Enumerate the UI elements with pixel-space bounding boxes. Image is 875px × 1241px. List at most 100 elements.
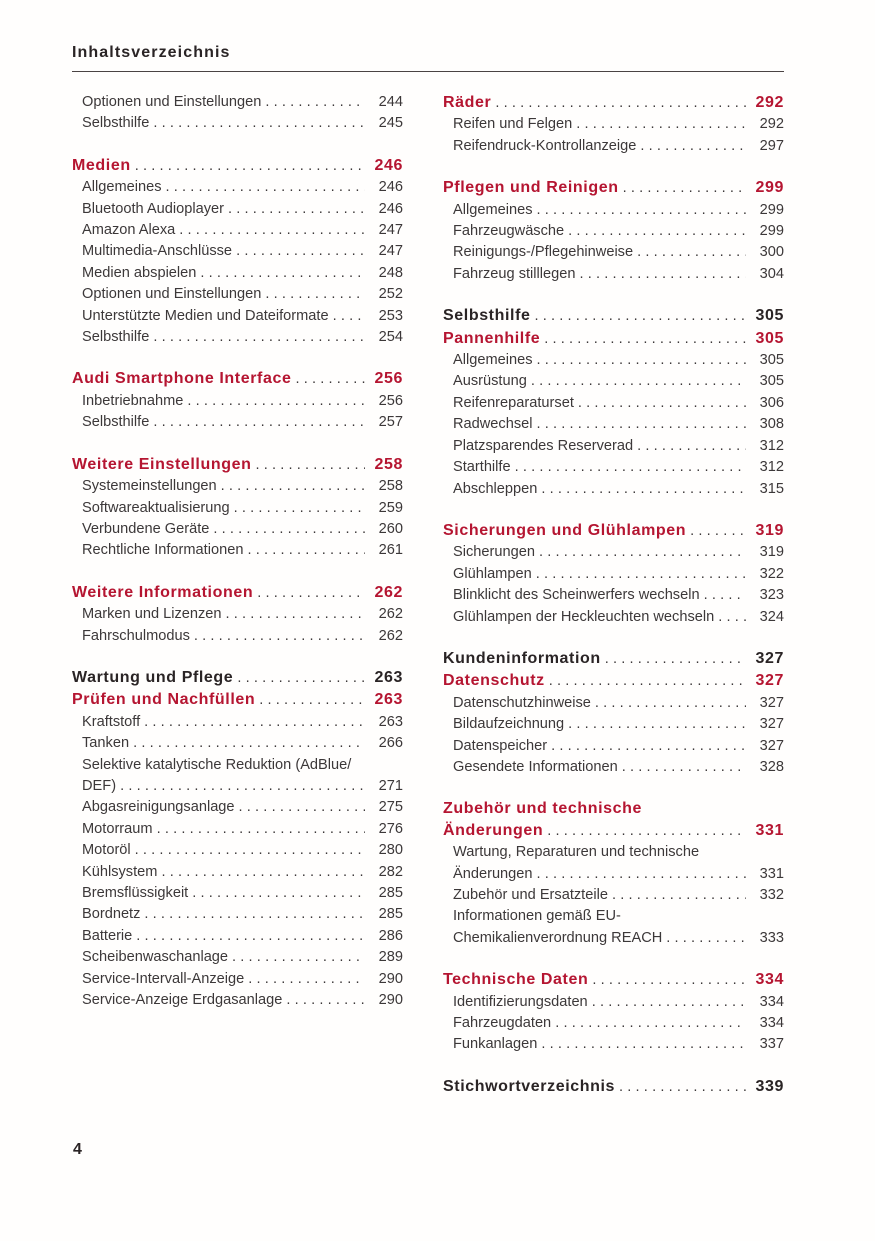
toc-entry: Datenspeicher...........................… [443,736,784,757]
toc-entry: Multimedia-Anschlüsse...................… [72,241,403,262]
page-number: 331 [759,865,784,882]
dot-leader: ........................................… [538,544,746,561]
toc-label: Verbundene Geräte [82,520,210,537]
page-number: 262 [374,583,403,601]
page-number: 246 [374,156,403,174]
toc-entry: Reinigungs-/Pflegehinweise..............… [443,242,784,263]
toc-label: Fahrschulmodus [82,627,190,644]
toc-heading: Weitere Einstellungen...................… [72,454,403,476]
toc-label: Blinklicht des Scheinwerfers wechseln [453,587,700,604]
toc-label: Kraftstoff [82,713,141,730]
page-number: 290 [378,992,403,1009]
toc-label: Wartung und Pflege [72,668,234,686]
toc-entry: DEF)....................................… [72,776,403,797]
dot-leader: ........................................… [153,414,365,431]
dot-leader: ........................................… [232,949,365,966]
dot-leader: ........................................… [544,330,746,347]
toc-label: Kundeninformation [443,649,601,667]
dot-leader: ........................................… [548,673,746,690]
toc-label: Multimedia-Anschlüsse [82,243,233,260]
dot-leader: ........................................… [690,522,746,539]
toc-label: Prüfen und Nachfüllen [72,691,256,709]
toc-entry: Marken und Lizenzen.....................… [72,604,403,625]
toc-heading: Audi Smartphone Interface...............… [72,368,403,390]
dot-leader: ........................................… [187,392,365,409]
page-number: 327 [755,672,784,690]
page-number: 334 [759,993,784,1010]
dot-leader: ........................................… [134,157,365,174]
page-number: 305 [755,329,784,347]
page-number: 327 [759,737,784,754]
toc-heading: Prüfen und Nachfüllen...................… [72,689,403,711]
toc-label: Audi Smartphone Interface [72,370,292,388]
toc-label: Abschleppen [453,480,538,497]
toc-entry: Allgemeines.............................… [443,200,784,221]
toc-label: Glühlampen [453,565,532,582]
toc-heading: Technische Daten........................… [443,969,784,991]
dot-leader: ........................................… [179,222,365,239]
toc-label: Technische Daten [443,971,589,989]
toc-entry: Sicherungen.............................… [443,542,784,563]
header-rule [72,71,784,72]
dot-leader: ........................................… [536,865,746,882]
toc-heading: Räder...................................… [443,92,784,114]
toc-label: Motoröl [82,842,131,859]
page-number: 286 [378,927,403,944]
dot-leader: ........................................… [568,716,746,733]
page-number: 323 [759,587,784,604]
toc-label: Reifenreparaturset [453,394,574,411]
dot-leader: ........................................… [666,929,746,946]
page-title: Inhaltsverzeichnis [72,44,231,61]
toc-label: Sicherungen [453,544,535,561]
dot-leader: ........................................… [536,352,747,369]
page-number: 245 [378,115,403,132]
dot-leader: ........................................… [247,542,365,559]
toc-label: Datenspeicher [453,737,548,754]
toc-heading: Pflegen und Reinigen....................… [443,177,784,199]
page-number: 285 [378,906,403,923]
toc-label: Abgasreinigungsanlage [82,799,235,816]
page-number: 252 [378,286,403,303]
toc-label: Weitere Informationen [72,583,254,601]
dot-leader: ........................................… [541,480,746,497]
toc-entry: Radwechsel..............................… [443,414,784,435]
toc-label: Radwechsel [453,416,533,433]
page-number: 324 [759,608,784,625]
toc-group: Technische Daten........................… [443,969,784,1056]
toc-label: Marken und Lizenzen [82,606,222,623]
toc-heading: Pannenhilfe.............................… [443,328,784,350]
page-number: 259 [378,499,403,516]
toc-entry: Allgemeines.............................… [443,350,784,371]
toc-label: Funkanlagen [453,1036,538,1053]
page-number: 280 [378,842,403,859]
toc-entry: Scheibenwaschanlage.....................… [72,947,403,968]
dot-leader: ........................................… [120,777,365,794]
toc-group: Optionen und Einstellungen..............… [72,92,403,135]
dot-leader: ........................................… [718,608,746,625]
dot-leader: ........................................… [551,737,746,754]
toc-entry: Batterie................................… [72,926,403,947]
dot-leader: ........................................… [514,459,746,476]
toc-entry: Selbsthilfe.............................… [72,327,403,348]
dot-leader: ........................................… [153,115,365,132]
toc-entry: Glühlampen..............................… [443,564,784,585]
toc-group: Selbsthilfe.............................… [443,305,784,500]
toc-entry: Optionen und Einstellungen..............… [72,284,403,305]
toc-entry: Chemikalienverordnung REACH.............… [443,928,784,949]
dot-leader: ........................................… [611,887,746,903]
dot-leader: ........................................… [220,478,365,495]
toc-entry: Unterstützte Medien und Dateiformate....… [72,306,403,327]
dot-leader: ........................................… [535,565,746,582]
dot-leader: ........................................… [228,200,365,217]
toc-entry: Tanken..................................… [72,733,403,754]
dot-leader: ........................................… [165,179,366,196]
toc-entry: Rechtliche Informationen................… [72,540,403,561]
toc-entry: Medien abspielen........................… [72,263,403,284]
page-number: 328 [759,758,784,775]
dot-leader: ........................................… [255,456,365,473]
page-number: 319 [755,521,784,539]
dot-leader: ........................................… [591,993,746,1010]
toc-entry: Bluetooth Audioplayer...................… [72,199,403,220]
toc-group: Stichwortverzeichnis....................… [443,1076,784,1098]
page-number: 285 [378,885,403,901]
